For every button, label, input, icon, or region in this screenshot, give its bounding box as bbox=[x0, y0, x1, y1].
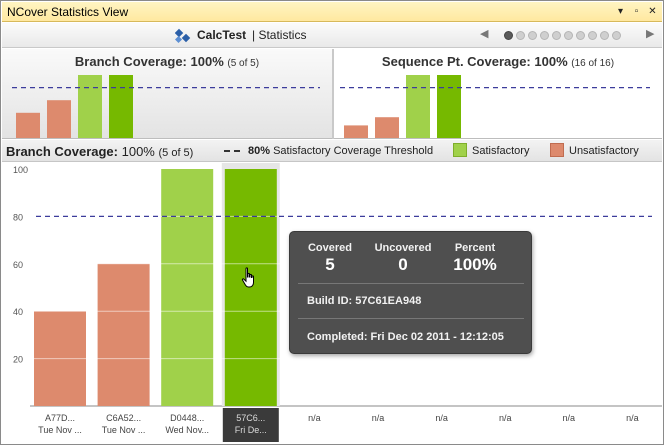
coverage-bar[interactable] bbox=[224, 169, 277, 406]
uncovered-value: 0 bbox=[398, 255, 408, 274]
pager-dot[interactable] bbox=[516, 31, 525, 40]
unsatisfactory-label: Unsatisfactory bbox=[569, 145, 639, 157]
pager-dot[interactable] bbox=[552, 31, 561, 40]
x-tick-sublabel: Fri De... bbox=[235, 425, 267, 435]
x-tick-sublabel: Tue Nov ... bbox=[102, 425, 146, 435]
chart-section-header: Branch Coverage: 100% (5 of 5) 80% Satis… bbox=[2, 140, 662, 162]
pager-dot[interactable] bbox=[540, 31, 549, 40]
y-tick-label: 80 bbox=[13, 212, 23, 222]
tooltip-divider bbox=[298, 283, 524, 284]
title-bar: NCover Statistics View ▾ ▫ ✕ bbox=[2, 2, 662, 22]
pager-dot[interactable] bbox=[600, 31, 609, 40]
x-tick-label: D0448... bbox=[170, 413, 204, 423]
sparkline-bar bbox=[375, 117, 399, 138]
sequence-panel-title: Sequence Pt. Coverage: 100% (16 of 16) bbox=[334, 54, 662, 69]
pager-dot[interactable] bbox=[504, 31, 513, 40]
satisfactory-swatch bbox=[453, 143, 467, 158]
coverage-bar[interactable] bbox=[161, 169, 214, 406]
sequence-sparkline-chart bbox=[340, 75, 650, 138]
y-tick-label: 60 bbox=[13, 260, 23, 270]
x-tick-sublabel: Wed Nov... bbox=[165, 425, 209, 435]
branch-panel-title: Branch Coverage: 100% (5 of 5) bbox=[2, 54, 332, 69]
unsatisfactory-swatch bbox=[550, 143, 564, 158]
legend-threshold: 80% Satisfactory Coverage Threshold bbox=[224, 145, 433, 157]
sequence-panel-label: Sequence Pt. Coverage: bbox=[381, 54, 531, 69]
uncovered-label: Uncovered bbox=[374, 242, 432, 254]
x-tick-label: A77D... bbox=[45, 413, 75, 423]
project-icon bbox=[175, 28, 191, 44]
tooltip-completed: Completed: Fri Dec 02 2011 - 12:12:05 bbox=[307, 331, 504, 343]
next-page-button[interactable]: ▶ bbox=[646, 27, 654, 40]
x-tick-label: n/a bbox=[308, 413, 321, 423]
statistics-header: CalcTest | Statistics ◀ ▶ bbox=[2, 23, 662, 48]
tooltip-percent: Percent 100% bbox=[440, 242, 510, 275]
triangle-right-icon: ▶ bbox=[646, 28, 655, 40]
tooltip-uncovered: Uncovered 0 bbox=[368, 242, 438, 275]
legend-unsatisfactory: Unsatisfactory bbox=[550, 143, 639, 158]
legend-satisfactory: Satisfactory bbox=[453, 143, 530, 158]
panel-divider bbox=[332, 49, 334, 139]
y-tick-label: 40 bbox=[13, 307, 23, 317]
chart-title-sub: (5 of 5) bbox=[158, 147, 194, 159]
branch-coverage-chart: 20 40 60 80 100 A77D... Tue Nov ... C6A52... Tue… bbox=[13, 163, 662, 442]
coverage-bar[interactable] bbox=[97, 263, 150, 406]
branch-panel-label: Branch Coverage: bbox=[74, 54, 187, 69]
sparkline-bar bbox=[406, 75, 430, 138]
tooltip-covered: Covered 5 bbox=[295, 242, 365, 275]
x-tick-label: n/a bbox=[499, 413, 512, 423]
branch-panel-value: 100% bbox=[190, 54, 224, 69]
y-tick-label: 100 bbox=[13, 165, 28, 175]
pager-dot[interactable] bbox=[576, 31, 585, 40]
float-window-button[interactable]: ▫ bbox=[634, 6, 639, 17]
sparkline-bar bbox=[16, 112, 40, 138]
satisfactory-label: Satisfactory bbox=[472, 145, 530, 157]
chart-title-value: 100% bbox=[121, 144, 155, 159]
dashed-line-icon bbox=[224, 150, 240, 153]
window-title: NCover Statistics View bbox=[7, 5, 129, 19]
threshold-label: Satisfactory Coverage Threshold bbox=[273, 145, 434, 157]
pager-dot[interactable] bbox=[588, 31, 597, 40]
selected-label-background bbox=[222, 408, 279, 442]
chart-section-title: Branch Coverage: 100% (5 of 5) bbox=[6, 144, 193, 159]
previous-page-button[interactable]: ◀ bbox=[480, 27, 488, 40]
sparkline-bar bbox=[109, 75, 133, 138]
sequence-coverage-panel[interactable]: Sequence Pt. Coverage: 100% (16 of 16) bbox=[334, 49, 662, 139]
close-window-button[interactable]: ✕ bbox=[648, 6, 657, 17]
branch-coverage-panel[interactable]: Branch Coverage: 100% (5 of 5) bbox=[2, 49, 332, 139]
sparkline-bar bbox=[437, 75, 461, 138]
sequence-panel-value: 100% bbox=[534, 54, 568, 69]
percent-value: 100% bbox=[453, 255, 497, 274]
x-tick-sublabel: Tue Nov ... bbox=[38, 425, 82, 435]
covered-label: Covered bbox=[307, 242, 353, 254]
sequence-panel-sub: (16 of 16) bbox=[571, 58, 615, 69]
sparkline-bar bbox=[47, 100, 71, 138]
covered-value: 5 bbox=[325, 255, 335, 274]
sparkline-bar bbox=[344, 125, 368, 138]
x-tick-label: 57C6... bbox=[236, 413, 265, 423]
x-tick-label: C6A52... bbox=[106, 413, 141, 423]
triangle-left-icon: ◀ bbox=[480, 28, 489, 40]
x-tick-label: n/a bbox=[435, 413, 448, 423]
tooltip-build-id: Build ID: 57C61EA948 bbox=[307, 295, 422, 307]
hand-cursor-icon bbox=[241, 267, 254, 288]
pager-dot[interactable] bbox=[612, 31, 621, 40]
branch-panel-sub: (5 of 5) bbox=[227, 58, 260, 69]
section-name: | Statistics bbox=[252, 28, 307, 42]
pager-dot[interactable] bbox=[528, 31, 537, 40]
chart-title-label: Branch Coverage: bbox=[6, 144, 118, 159]
pager-dot[interactable] bbox=[564, 31, 573, 40]
window-menu-button[interactable]: ▾ bbox=[617, 6, 624, 17]
x-tick-label: n/a bbox=[626, 413, 639, 423]
x-tick-label: n/a bbox=[372, 413, 385, 423]
tooltip-divider bbox=[298, 318, 524, 319]
sparkline-bar bbox=[78, 75, 102, 138]
threshold-value: 80% bbox=[248, 145, 271, 157]
y-tick-label: 20 bbox=[13, 355, 23, 365]
build-tooltip: Covered 5 Uncovered 0 Percent 100% Build ID… bbox=[289, 231, 532, 354]
percent-label: Percent bbox=[454, 242, 496, 254]
project-name: CalcTest bbox=[197, 28, 247, 42]
x-tick-label: n/a bbox=[563, 413, 576, 423]
branch-sparkline-chart bbox=[12, 75, 320, 138]
